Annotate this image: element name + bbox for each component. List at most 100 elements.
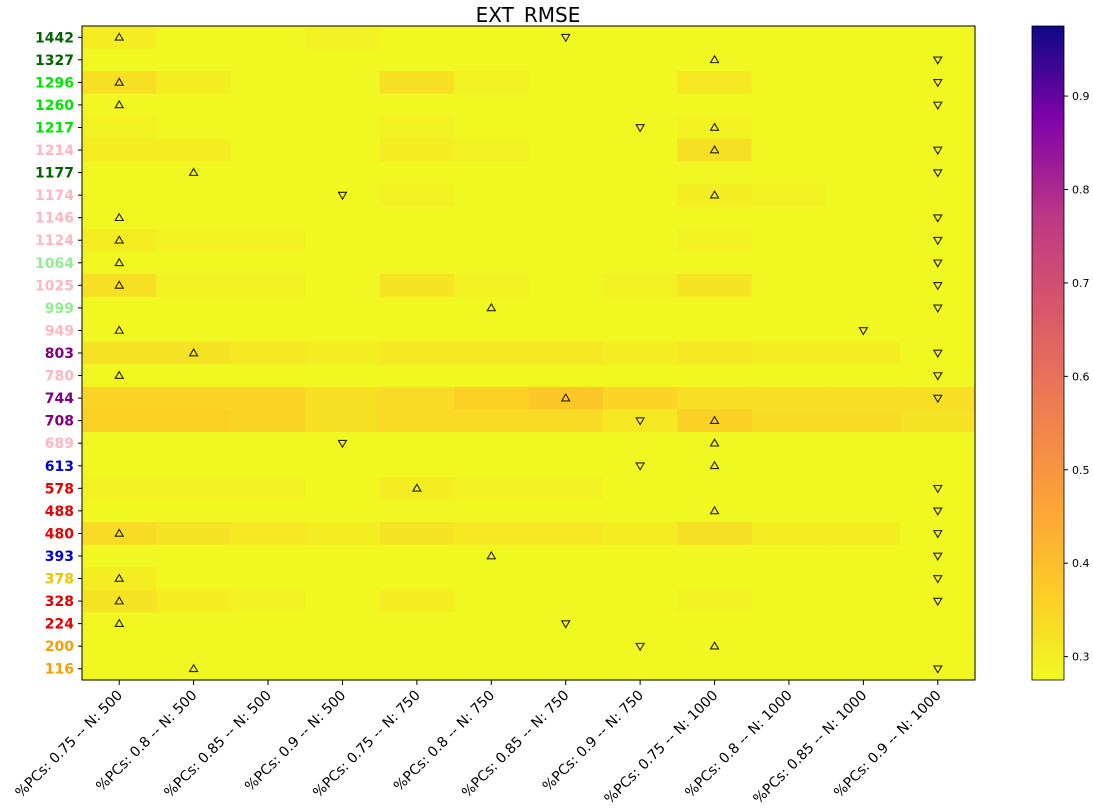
heatmap-cell [379,341,455,365]
heatmap-cell [826,522,902,546]
triangle-down-marker [560,33,571,43]
triangle-down-marker [932,484,943,494]
heatmap-cell [305,26,381,50]
row-label: 1177 [35,166,74,182]
heatmap-cell [677,26,753,50]
triangle-down-marker [932,304,943,313]
heatmap-cell [900,274,976,298]
heatmap-cell [305,612,381,636]
heatmap-cell [454,251,530,275]
heatmap-cell [528,634,604,659]
heatmap-cell [305,341,381,365]
heatmap-cell [826,386,902,410]
triangle-down-marker [932,146,943,156]
heatmap-cell [602,138,678,162]
colorbar-tick-label: 0.3 [1072,651,1090,664]
heatmap-cell [826,612,902,636]
heatmap-cell [379,431,455,456]
heatmap-cell [602,567,678,591]
heatmap-cell [82,183,158,208]
triangle-up-marker [709,505,720,515]
heatmap-cell [156,48,232,72]
heatmap-cell [677,296,753,320]
heatmap-cell [677,161,753,185]
triangle-up-marker [114,325,125,334]
heatmap-cell [602,319,678,343]
heatmap-cell [156,116,232,140]
heatmap-cell [454,431,530,456]
heatmap-cell [900,634,976,659]
heatmap-cell [156,612,232,636]
heatmap-cell [454,183,530,208]
heatmap-cell [602,206,678,230]
heatmap-cell [82,296,158,320]
heatmap-cell [751,274,827,298]
heatmap-cell [900,161,976,185]
heatmap-cell [826,364,902,388]
row-label: 689 [45,436,74,452]
triangle-up-marker [709,144,720,154]
heatmap-cell [156,138,232,162]
heatmap-cell [751,161,827,185]
heatmap-cell [602,26,678,50]
triangle-down-marker [932,259,943,268]
triangle-down-marker [932,552,943,562]
heatmap-cell [900,206,976,230]
heatmap-cell [156,206,232,230]
heatmap-cell [82,409,158,433]
heatmap-cell [454,522,530,546]
heatmap-cell [677,251,753,275]
heatmap-cell [751,48,827,72]
heatmap-cell [82,477,158,501]
heatmap-cell [602,499,678,523]
heatmap-cell [751,93,827,117]
heatmap-cell [379,206,455,230]
heatmap-cell [602,612,678,636]
heatmap-cell [528,183,604,208]
heatmap-cell [751,454,827,478]
heatmap-cell [826,206,902,230]
heatmap-cell [826,48,902,72]
heatmap-cell [900,251,976,275]
triangle-up-marker [709,190,720,199]
triangle-down-marker [932,530,943,539]
heatmap-cell [454,71,530,95]
heatmap-cell [900,657,976,681]
heatmap-cell [602,431,678,456]
heatmap-cell [305,567,381,591]
heatmap-cell [82,274,158,298]
triangle-up-marker [709,641,720,650]
heatmap-cell [379,634,455,659]
heatmap-cell [305,138,381,162]
heatmap-cell [156,544,232,568]
heatmap-cell [751,634,827,659]
heatmap-cell [230,251,306,275]
heatmap-cell [156,26,232,50]
heatmap-cell [454,634,530,659]
triangle-up-marker [709,122,720,131]
row-label: 1296 [35,75,74,91]
heatmap-cell [677,409,753,433]
heatmap-cell [751,657,827,681]
heatmap-cell [528,522,604,546]
row-label: 1174 [35,188,74,204]
heatmap-cell [677,183,753,208]
triangle-up-marker [114,280,125,289]
heatmap-cell [379,544,455,568]
heatmap-cell [454,26,530,50]
heatmap-cell [900,454,976,478]
heatmap-cell [230,477,306,501]
heatmap-cell [677,48,753,72]
heatmap-cell [826,409,902,433]
heatmap-cell [528,274,604,298]
heatmap-cell [602,544,678,568]
triangle-down-marker [932,56,943,65]
heatmap-cell [602,296,678,320]
colorbar-gradient [1031,25,1065,681]
heatmap-cell [156,386,232,410]
heatmap-cell [900,522,976,546]
heatmap-cell [454,567,530,591]
triangle-down-marker [932,394,943,404]
heatmap-cell [528,206,604,230]
heatmap-cell [305,206,381,230]
